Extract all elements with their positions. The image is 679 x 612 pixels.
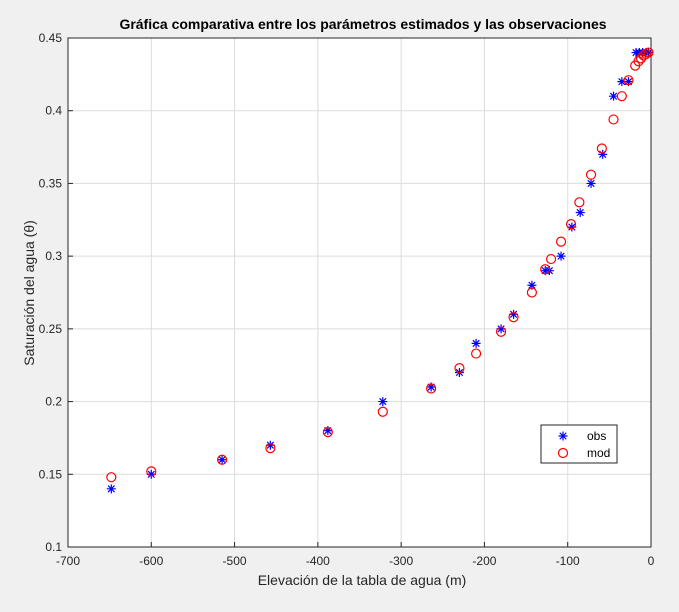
x-tick-label: 0 [648,554,655,568]
mod-point [640,48,652,60]
mod-point [322,427,333,438]
ticks: -700 -600 -500 -400 -300 -200 -100 0 0.1 0.15 0.2 0… [39,31,655,568]
x-tick-label: -400 [306,554,330,568]
obs-point [586,178,596,188]
mod-point [616,91,627,102]
mod-point [495,326,507,337]
obs-point [217,455,227,465]
mod-point [265,443,276,454]
mod-point [454,363,465,374]
y-tick-label: 0.2 [45,395,62,409]
x-tick-label: -300 [389,554,413,568]
data-marks [106,47,654,494]
x-tick-label: -700 [56,554,80,568]
x-tick-label: -200 [472,554,496,568]
legend-label-mod: mod [587,446,610,460]
legend-marker-obs [558,431,568,441]
mod-point [555,236,567,247]
obs-point [575,208,585,218]
y-tick-label: 0.35 [39,176,63,190]
legend-label-obs: obs [587,429,606,443]
mod-point [377,406,388,417]
obs-point [567,222,577,232]
y-tick-label: 0.1 [45,540,62,554]
y-axis-label: Saturación del agua (θ) [21,220,37,366]
legend-box [540,424,618,464]
mod-point [106,472,117,483]
obs-point [106,484,116,494]
mod-point [146,466,157,477]
x-tick-label: -500 [223,554,247,568]
obs-point [496,324,506,334]
mod-point [585,169,597,180]
y-tick-label: 0.15 [39,467,63,481]
obs-point [527,280,537,290]
obs-point [617,77,627,87]
x-axis-label: Elevación de la tabla de agua (m) [258,572,467,588]
mod-point [638,50,649,61]
obs-point [471,338,481,348]
obs-point [624,77,634,87]
mod-point [540,264,551,275]
obs-point [556,251,566,261]
mod-point [574,197,585,208]
mod-point [508,312,519,323]
mod-point [545,253,557,265]
mod-point [526,287,538,298]
y-tick-label: 0.3 [45,249,62,263]
legend: obs mod [540,424,618,464]
mod-point [596,143,607,154]
obs-point [609,91,619,101]
y-tick-label: 0.4 [45,104,62,118]
obs-point [598,149,608,159]
chart-title: Gráfica comparativa entre los parámetros… [119,16,606,32]
y-tick-label: 0.45 [39,31,63,45]
obs-point [426,382,436,392]
obs-point [265,440,275,450]
mod-point [608,114,619,125]
mod-point [565,219,577,230]
mod-point [471,348,482,359]
y-tick-label: 0.25 [39,322,63,336]
obs-point [323,426,333,436]
axes-box [67,37,652,548]
obs-point [146,469,156,479]
obs-point [378,397,388,407]
legend-marker-mod [557,447,569,459]
obs-point [644,48,654,58]
series-mod [106,47,654,483]
x-tick-label: -600 [139,554,163,568]
obs-point [540,266,550,276]
obs-point [509,309,519,319]
x-tick-label: -100 [556,554,580,568]
mod-point [633,56,644,67]
mod-point [216,454,228,465]
mod-point [623,75,634,86]
mod-point [643,47,654,58]
mod-point [426,383,437,394]
